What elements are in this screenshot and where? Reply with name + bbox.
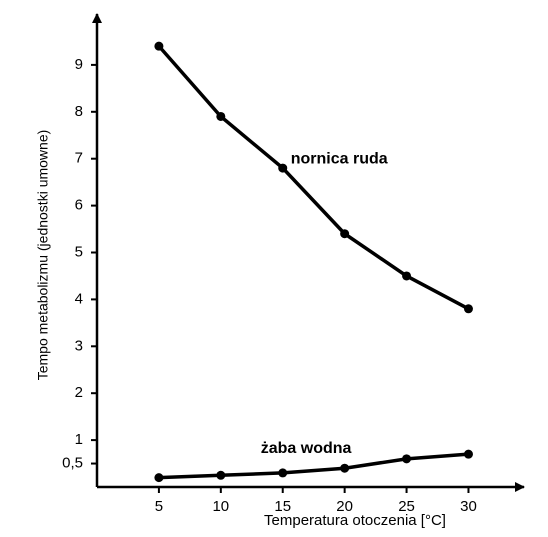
y-tick-label: 6 <box>75 197 83 214</box>
y-tick-label: 7 <box>75 150 83 167</box>
y-tick-label: 1 <box>75 431 83 448</box>
point <box>216 111 226 121</box>
y-tick-label: 5 <box>75 243 83 260</box>
x-tick-label: 5 <box>155 498 163 515</box>
point <box>278 163 288 173</box>
y-tick-label: 4 <box>75 290 83 307</box>
y-tick-label: 2 <box>75 384 83 401</box>
point <box>340 463 350 473</box>
x-tick-label: 25 <box>398 498 415 515</box>
point <box>154 473 164 483</box>
point <box>402 271 412 281</box>
x-tick-label: 10 <box>212 498 229 515</box>
point <box>216 470 226 480</box>
point <box>402 454 412 464</box>
y-axis-label: Tempo metabolizmu (jednostki umowne) <box>35 130 51 381</box>
x-tick-label: 30 <box>460 498 477 515</box>
point <box>340 229 350 239</box>
x-tick-label: 20 <box>336 498 353 515</box>
series-label: nornica ruda <box>291 150 388 167</box>
point <box>463 304 473 314</box>
x-tick-label: 15 <box>274 498 291 515</box>
y-tick-label: 8 <box>75 103 83 120</box>
y-tick-label: 0,5 <box>62 455 83 472</box>
x-axis-label: Temperatura otoczenia [°C] <box>264 512 446 529</box>
y-tick-label: 9 <box>75 56 83 73</box>
series-line <box>158 452 469 480</box>
series-line <box>157 44 470 311</box>
point <box>463 449 473 459</box>
point <box>154 41 164 51</box>
series-label: żaba wodna <box>261 440 352 457</box>
y-tick-label: 3 <box>75 337 83 354</box>
point <box>278 468 288 478</box>
